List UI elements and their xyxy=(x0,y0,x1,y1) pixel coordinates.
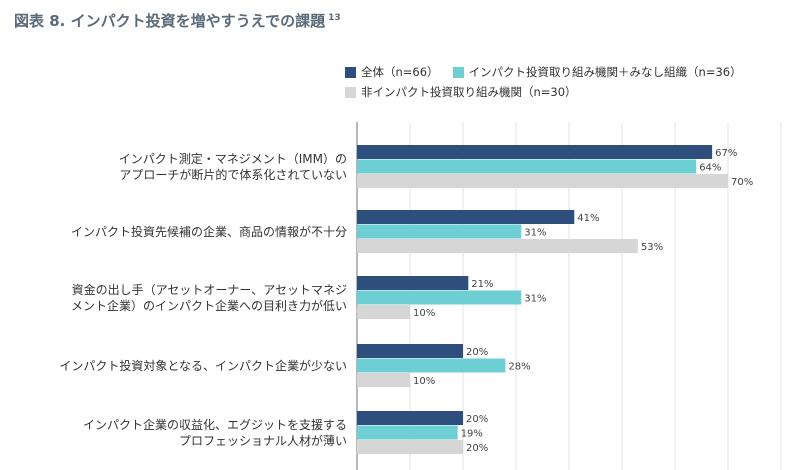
value-label-0-2: 70% xyxy=(731,177,753,188)
legend-item-2: 非インパクト投資取り組み機関（n=30） xyxy=(345,84,577,100)
value-label-4-1: 19% xyxy=(461,429,483,440)
legend-item-1: インパクト投資取り組み機関＋みなし組織（n=36） xyxy=(452,64,742,80)
category-label-1-0: インパクト投資先候補の企業、商品の情報が不十分 xyxy=(71,224,347,239)
legend: 全体（n=66） インパクト投資取り組み機関＋みなし組織（n=36） 非インパク… xyxy=(345,62,756,102)
category-label-3-0: インパクト投資対象となる、インパクト企業が少ない xyxy=(59,358,347,373)
value-label-1-0: 41% xyxy=(577,213,599,224)
bar-0-1 xyxy=(357,159,697,174)
footnote-marker: 13 xyxy=(328,13,341,23)
bar-3-1 xyxy=(357,358,506,373)
category-label-2-1: メント企業）のインパクト企業への目利き力が低い xyxy=(71,298,347,313)
category-label-4-0: インパクト企業の収益化、エグジットを支援する xyxy=(83,417,347,432)
value-label-0-0: 67% xyxy=(715,148,737,159)
bar-1-1 xyxy=(357,224,522,239)
value-label-2-2: 10% xyxy=(413,308,435,319)
legend-label-0: 全体（n=66） xyxy=(361,65,439,79)
bar-3-2 xyxy=(357,373,410,387)
bar-0-0 xyxy=(357,145,713,159)
value-label-4-0: 20% xyxy=(466,414,488,425)
category-label-2-0: 資金の出し手（アセットオーナー、アセットマネジ xyxy=(72,282,347,297)
value-label-2-0: 21% xyxy=(471,279,493,290)
legend-swatch-0 xyxy=(345,66,356,78)
legend-row-1: 全体（n=66） インパクト投資取り組み機関＋みなし組織（n=36） xyxy=(345,62,756,82)
value-label-3-1: 28% xyxy=(508,362,530,373)
bar-1-2 xyxy=(357,239,638,253)
category-label-0-1: アプローチが断片的で体系化されていない xyxy=(119,167,347,182)
value-label-3-0: 20% xyxy=(466,347,488,358)
bar-2-0 xyxy=(357,276,469,290)
value-label-0-1: 64% xyxy=(699,163,721,174)
bar-2-2 xyxy=(357,305,410,319)
legend-swatch-1 xyxy=(452,66,464,78)
legend-label-2: 非インパクト投資取り組み機関（n=30） xyxy=(361,85,577,99)
value-label-4-2: 20% xyxy=(466,443,488,454)
chart-title: 図表 8. インパクト投資を増やすうえでの課題 13 xyxy=(14,10,341,31)
bar-2-1 xyxy=(357,290,522,305)
category-label-4-1: プロフェッショナル人材が薄い xyxy=(179,433,347,448)
legend-item-0: 全体（n=66） xyxy=(345,64,439,80)
value-label-3-2: 10% xyxy=(413,376,435,387)
category-label-0-0: インパクト測定・マネジメント（IMM）の xyxy=(119,151,347,166)
value-label-1-2: 53% xyxy=(641,242,663,253)
bar-4-2 xyxy=(357,440,463,454)
value-label-2-1: 31% xyxy=(524,294,546,305)
bar-4-1 xyxy=(357,425,458,440)
bar-4-0 xyxy=(357,411,463,425)
legend-label-1: インパクト投資取り組み機関＋みなし組織（n=36） xyxy=(468,65,742,79)
bar-3-0 xyxy=(357,344,463,358)
bar-1-0 xyxy=(357,210,575,224)
value-label-1-1: 31% xyxy=(524,228,546,239)
bar-0-2 xyxy=(357,174,728,188)
legend-row-2: 非インパクト投資取り組み機関（n=30） xyxy=(345,82,756,102)
chart-title-text: 図表 8. インパクト投資を増やすうえでの課題 xyxy=(14,12,326,30)
legend-swatch-2 xyxy=(345,86,356,98)
